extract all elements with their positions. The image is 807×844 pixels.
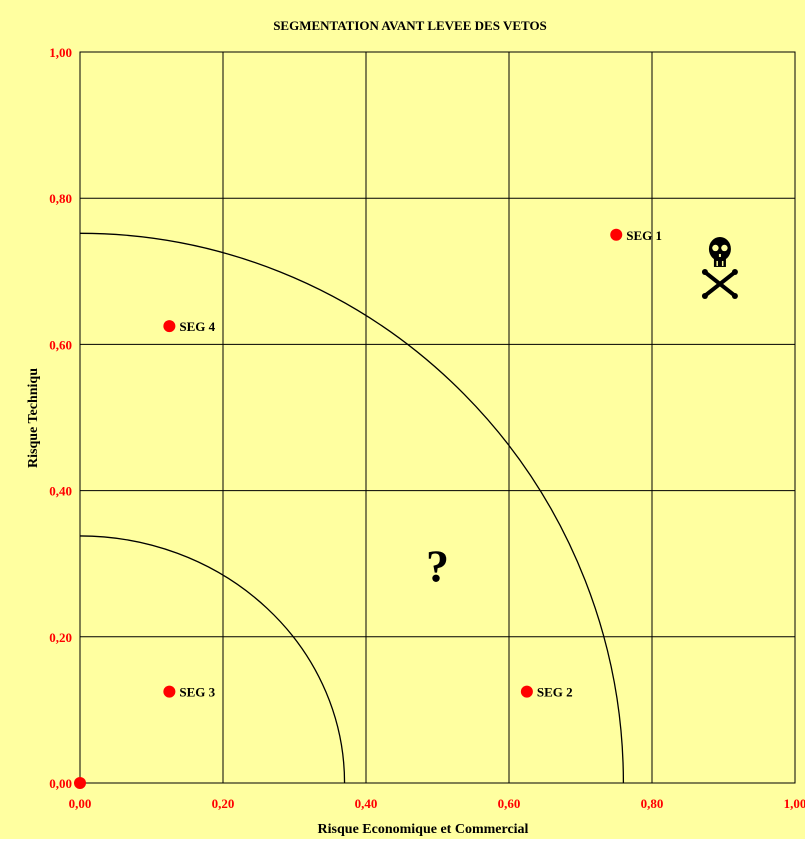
- x-tick-label: 0,00: [69, 796, 92, 811]
- x-tick-label: 0,40: [355, 796, 378, 811]
- data-point-label: SEG 2: [537, 685, 573, 700]
- x-tick-label: 0,80: [641, 796, 664, 811]
- data-point: [163, 685, 176, 698]
- data-point: [74, 777, 86, 789]
- x-axis-label: Risque Economique et Commercial: [318, 822, 529, 837]
- y-tick-label: 0,80: [49, 191, 72, 206]
- data-point-label: SEG 1: [626, 228, 662, 243]
- boundary-arc: [79, 535, 346, 784]
- x-tick-label: 1,00: [784, 796, 805, 811]
- y-tick-label: 1,00: [49, 45, 72, 60]
- plot-area: [79, 51, 796, 784]
- y-tick-label: 0,40: [49, 484, 72, 499]
- data-point-label: SEG 4: [179, 319, 215, 334]
- y-tick-label: 0,00: [49, 776, 72, 791]
- data-point: [610, 228, 623, 241]
- y-tick-label: 0,20: [49, 630, 72, 645]
- data-point: [163, 320, 176, 333]
- x-tick-label: 0,60: [498, 796, 521, 811]
- chart-title: SEGMENTATION AVANT LEVEE DES VETOS: [273, 18, 547, 33]
- y-tick-label: 0,60: [49, 337, 72, 352]
- y-axis-label: Risque Techniqu: [26, 368, 41, 468]
- skull-crossbones-icon: [701, 236, 738, 299]
- data-point-label: SEG 3: [179, 685, 215, 700]
- question-mark-annotation: ?: [426, 541, 449, 592]
- boundary-arc: [79, 232, 625, 784]
- x-tick-label: 0,20: [212, 796, 235, 811]
- data-point: [520, 685, 533, 698]
